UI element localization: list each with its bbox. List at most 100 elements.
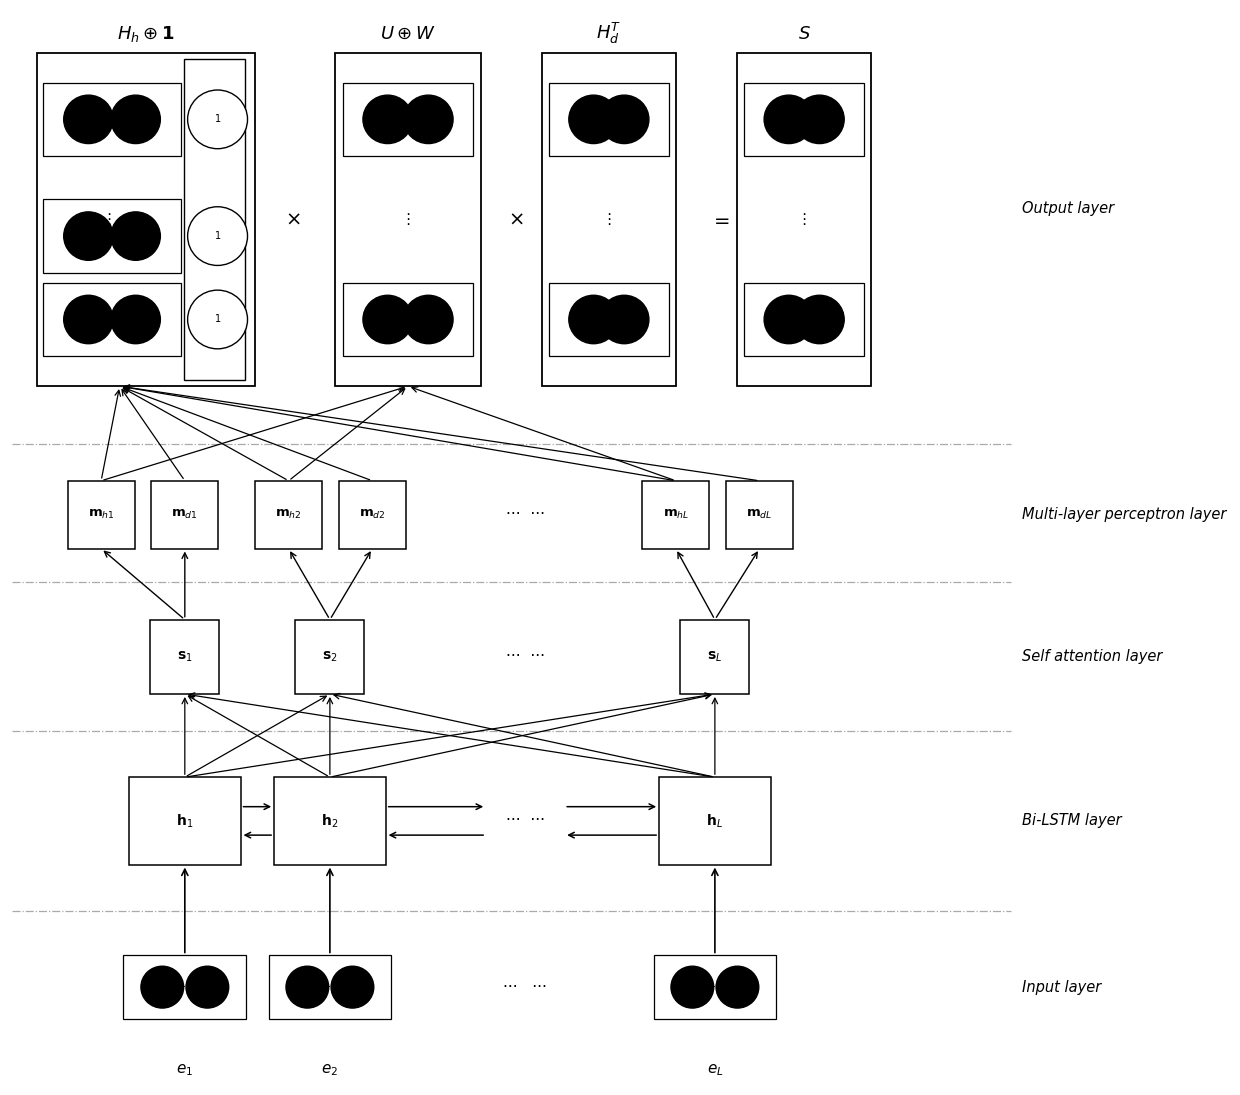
Text: $H_h\oplus\mathbf{1}$: $H_h\oplus\mathbf{1}$ — [117, 23, 175, 44]
Text: 1: 1 — [215, 314, 221, 324]
Text: $U\oplus W$: $U\oplus W$ — [381, 24, 435, 43]
Circle shape — [671, 966, 714, 1008]
Bar — [184, 59, 244, 380]
Bar — [37, 53, 254, 387]
Bar — [255, 481, 322, 549]
Circle shape — [795, 296, 844, 344]
Bar — [738, 53, 872, 387]
Bar — [129, 777, 241, 865]
Bar — [548, 283, 670, 356]
Bar — [681, 620, 749, 694]
Text: ···: ··· — [403, 114, 413, 125]
Text: ···   ···: ··· ··· — [503, 980, 547, 994]
Circle shape — [141, 966, 184, 1008]
Bar — [151, 481, 218, 549]
Circle shape — [110, 211, 160, 261]
Bar — [43, 199, 181, 273]
Text: ···: ··· — [604, 314, 614, 324]
Circle shape — [187, 90, 248, 149]
Text: ···: ··· — [108, 231, 117, 241]
Circle shape — [764, 296, 813, 344]
Bar — [542, 53, 676, 387]
Bar — [744, 82, 864, 157]
Circle shape — [404, 296, 453, 344]
Bar — [336, 53, 481, 387]
Bar — [274, 777, 386, 865]
Text: Input layer: Input layer — [1022, 980, 1101, 994]
Text: Self attention layer: Self attention layer — [1022, 649, 1162, 665]
Circle shape — [110, 296, 160, 344]
Circle shape — [63, 211, 113, 261]
Text: $\mathbf{h}_2$: $\mathbf{h}_2$ — [321, 812, 339, 830]
Text: $\mathbf{m}_{d1}$: $\mathbf{m}_{d1}$ — [171, 508, 198, 521]
Circle shape — [331, 966, 373, 1008]
Text: ⋮: ⋮ — [102, 212, 117, 227]
Bar — [43, 283, 181, 356]
Bar — [653, 956, 776, 1018]
Text: $e_L$: $e_L$ — [707, 1062, 723, 1079]
Text: $e_1$: $e_1$ — [176, 1062, 193, 1079]
Text: ⋮: ⋮ — [401, 212, 415, 227]
Text: ···: ··· — [108, 314, 117, 324]
Text: $\mathbf{m}_{h1}$: $\mathbf{m}_{h1}$ — [88, 508, 114, 521]
Text: $\times$: $\times$ — [508, 210, 525, 229]
Bar — [339, 481, 405, 549]
Text: ···: ··· — [180, 982, 190, 992]
Bar — [269, 956, 392, 1018]
Circle shape — [404, 95, 453, 143]
Text: $\mathbf{h}_L$: $\mathbf{h}_L$ — [707, 812, 723, 830]
Circle shape — [187, 290, 248, 349]
Text: ···: ··· — [108, 114, 117, 125]
Circle shape — [363, 296, 413, 344]
Text: $\mathbf{h}_1$: $\mathbf{h}_1$ — [176, 812, 193, 830]
Circle shape — [599, 95, 649, 143]
Text: $\mathbf{m}_{hL}$: $\mathbf{m}_{hL}$ — [662, 508, 689, 521]
Circle shape — [286, 966, 329, 1008]
Text: ···: ··· — [711, 982, 719, 992]
Text: ···: ··· — [800, 114, 808, 125]
Circle shape — [764, 95, 813, 143]
Circle shape — [569, 95, 619, 143]
Text: Bi-LSTM layer: Bi-LSTM layer — [1022, 814, 1121, 829]
Text: $\mathbf{s}_2$: $\mathbf{s}_2$ — [322, 649, 337, 664]
Text: ···: ··· — [403, 314, 413, 324]
Circle shape — [186, 966, 228, 1008]
Bar — [295, 620, 365, 694]
Text: ···  ···: ··· ··· — [506, 649, 544, 665]
Bar — [342, 82, 474, 157]
Bar — [727, 481, 794, 549]
Text: ⋮: ⋮ — [601, 212, 616, 227]
Circle shape — [63, 296, 113, 344]
Text: $e_2$: $e_2$ — [321, 1062, 339, 1079]
Text: $S$: $S$ — [797, 24, 811, 43]
Bar — [744, 283, 864, 356]
Text: 1: 1 — [215, 231, 221, 241]
Circle shape — [795, 95, 844, 143]
Text: $\times$: $\times$ — [285, 210, 301, 229]
Text: $\mathbf{m}_{dL}$: $\mathbf{m}_{dL}$ — [746, 508, 773, 521]
Text: ···  ···: ··· ··· — [506, 814, 544, 829]
Text: $H_d^T$: $H_d^T$ — [596, 21, 621, 46]
Text: ···: ··· — [325, 982, 335, 992]
Text: ⋮: ⋮ — [796, 212, 812, 227]
Text: 1: 1 — [215, 114, 221, 125]
Bar — [642, 481, 709, 549]
Text: ⋮: ⋮ — [210, 212, 226, 227]
Text: $=$: $=$ — [711, 210, 730, 229]
Text: $\mathbf{s}_L$: $\mathbf{s}_L$ — [707, 649, 723, 664]
Text: ···: ··· — [604, 114, 614, 125]
Bar — [342, 283, 474, 356]
Circle shape — [715, 966, 759, 1008]
Text: Multi-layer perceptron layer: Multi-layer perceptron layer — [1022, 507, 1226, 522]
Circle shape — [187, 207, 248, 265]
Circle shape — [110, 95, 160, 143]
Text: $\mathbf{m}_{d2}$: $\mathbf{m}_{d2}$ — [358, 508, 386, 521]
Circle shape — [63, 95, 113, 143]
Bar — [68, 481, 135, 549]
Bar — [150, 620, 219, 694]
Text: ···: ··· — [800, 314, 808, 324]
Bar — [660, 777, 771, 865]
Bar — [43, 82, 181, 157]
Circle shape — [363, 95, 413, 143]
Text: ···  ···: ··· ··· — [506, 507, 544, 522]
